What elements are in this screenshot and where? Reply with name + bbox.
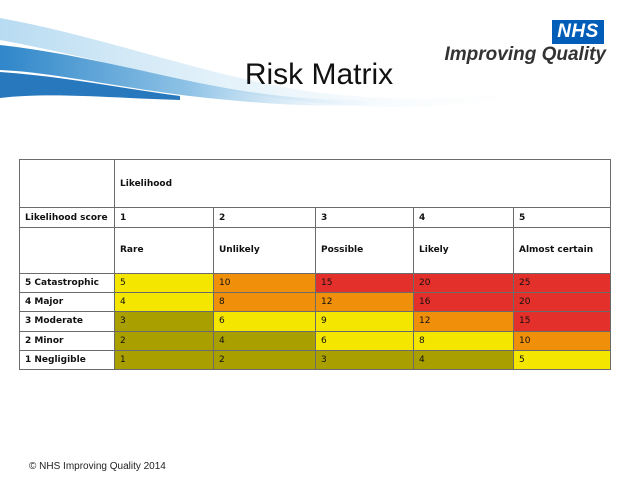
table-row: 5 Catastrophic 5 10 15 20 25 [19, 273, 612, 294]
descriptor-cell: Unlikely [213, 226, 316, 275]
score-cell: 2 [213, 207, 316, 228]
table-row: 2 Minor 2 4 6 8 10 [19, 330, 612, 351]
consequence-label: 5 Catastrophic [19, 273, 115, 294]
risk-cell: 8 [213, 292, 316, 313]
nhs-logo: NHS [552, 20, 604, 44]
descriptor-cell: Possible [315, 226, 414, 275]
likelihood-score-label: Likelihood score [19, 207, 115, 228]
likelihood-heading: Likelihood [113, 158, 612, 209]
risk-cell: 8 [413, 330, 514, 351]
brand-subtitle: Improving Quality [444, 44, 606, 65]
risk-cell: 25 [512, 273, 612, 294]
score-cell: 5 [512, 207, 612, 228]
table-row: 3 Moderate 3 6 9 12 15 [19, 311, 612, 332]
descriptor-cell: Almost certain [512, 226, 612, 275]
risk-cell: 5 [512, 349, 612, 371]
risk-cell: 9 [315, 311, 414, 332]
risk-cell: 4 [114, 292, 214, 313]
risk-cell: 1 [114, 349, 214, 371]
risk-cell: 5 [114, 273, 214, 294]
risk-cell: 2 [213, 349, 316, 371]
risk-cell: 2 [114, 330, 214, 351]
corner-cell [19, 158, 115, 209]
consequence-label: 2 Minor [19, 330, 115, 351]
page-title: Risk Matrix [244, 58, 394, 91]
risk-cell: 15 [315, 273, 414, 294]
descriptor-blank-cell [19, 226, 115, 275]
descriptor-cell: Likely [413, 226, 514, 275]
risk-cell: 16 [413, 292, 514, 313]
risk-matrix-table: Likelihood Likelihood score 1 2 3 4 5 Ra… [19, 158, 612, 371]
consequence-label: 1 Negligible [19, 349, 115, 371]
risk-cell: 3 [114, 311, 214, 332]
score-cell: 3 [315, 207, 414, 228]
risk-cell: 6 [213, 311, 316, 332]
risk-cell: 4 [213, 330, 316, 351]
risk-cell: 20 [413, 273, 514, 294]
score-cell: 4 [413, 207, 514, 228]
risk-cell: 10 [213, 273, 316, 294]
table-row: 1 Negligible 1 2 3 4 5 [19, 349, 612, 371]
risk-cell: 20 [512, 292, 612, 313]
copyright-footer: © NHS Improving Quality 2014 [29, 461, 166, 472]
risk-cell: 15 [512, 311, 612, 332]
risk-cell: 10 [512, 330, 612, 351]
risk-cell: 12 [315, 292, 414, 313]
risk-cell: 6 [315, 330, 414, 351]
risk-cell: 4 [413, 349, 514, 371]
risk-cell: 3 [315, 349, 414, 371]
table-row: 4 Major 4 8 12 16 20 [19, 292, 612, 313]
risk-cell: 12 [413, 311, 514, 332]
descriptor-cell: Rare [114, 226, 214, 275]
header-swoosh [0, 18, 520, 107]
score-cell: 1 [114, 207, 214, 228]
consequence-label: 3 Moderate [19, 311, 115, 332]
consequence-label: 4 Major [19, 292, 115, 313]
